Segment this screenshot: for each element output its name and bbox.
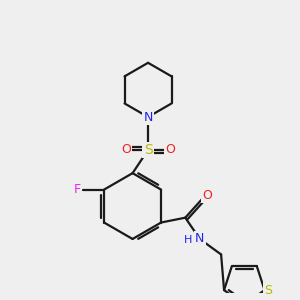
Text: O: O (202, 189, 212, 202)
Text: H: H (184, 235, 192, 245)
Text: O: O (121, 143, 131, 156)
Text: N: N (143, 110, 153, 124)
Text: S: S (144, 143, 152, 157)
Text: F: F (74, 183, 80, 196)
Text: O: O (165, 143, 175, 156)
Text: N: N (195, 232, 205, 245)
Text: S: S (265, 284, 272, 297)
